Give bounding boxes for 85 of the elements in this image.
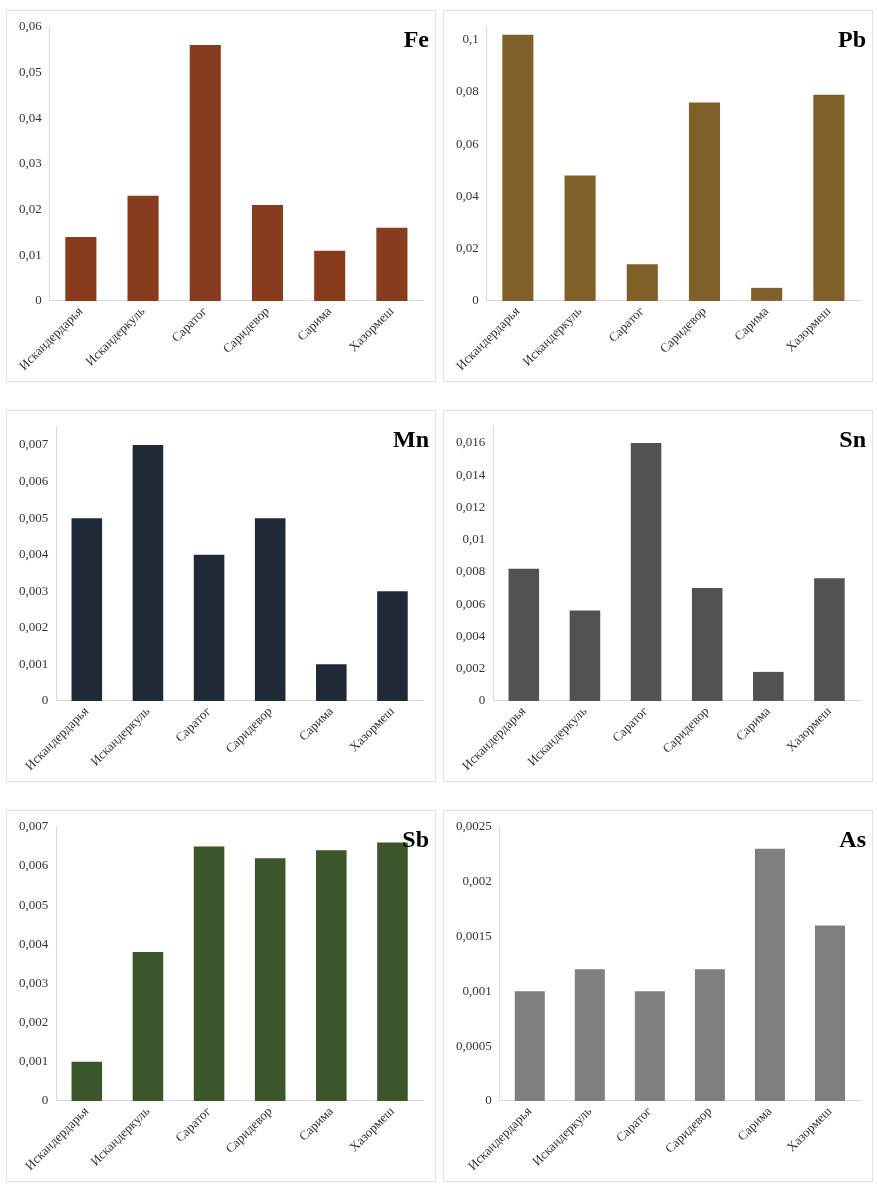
y-tick-label: 0,02 xyxy=(19,200,42,216)
y-tick-label: 0,06 xyxy=(19,18,43,34)
y-tick-label: 0,004 xyxy=(19,546,49,562)
bar xyxy=(813,94,845,301)
y-tick-label: 0,04 xyxy=(456,187,480,203)
bar xyxy=(574,969,605,1101)
bar xyxy=(564,175,596,301)
y-tick-label: 0,0025 xyxy=(456,818,492,834)
y-tick-label: 0,006 xyxy=(19,473,49,489)
y-tick-label: 0,003 xyxy=(19,974,49,990)
bar xyxy=(71,1061,103,1101)
bar xyxy=(316,664,347,701)
bar xyxy=(193,554,225,701)
y-tick-label: 0,002 xyxy=(19,619,49,635)
y-tick-label: 0,008 xyxy=(456,563,486,579)
bar xyxy=(688,102,721,301)
bar xyxy=(814,925,845,1101)
y-tick-label: 0,001 xyxy=(462,982,492,998)
bar xyxy=(814,578,845,701)
bar xyxy=(254,518,286,701)
bar xyxy=(127,195,159,301)
chart-title: Fe xyxy=(403,26,430,52)
y-tick-label: 0,002 xyxy=(456,660,486,676)
y-tick-label: 0,004 xyxy=(456,627,486,643)
y-tick-label: 0,016 xyxy=(456,434,486,450)
bar xyxy=(694,969,725,1101)
bar xyxy=(626,264,658,301)
y-tick-label: 0,014 xyxy=(456,466,486,482)
bar xyxy=(569,610,601,701)
bar xyxy=(691,588,723,701)
bar xyxy=(65,236,97,301)
y-tick-label: 0,1 xyxy=(462,31,479,47)
bar xyxy=(376,227,408,301)
bar xyxy=(193,846,225,1101)
y-tick-label: 0,001 xyxy=(19,655,49,671)
y-tick-label: 0,006 xyxy=(19,857,49,873)
bar xyxy=(754,848,785,1101)
y-tick-label: 0,01 xyxy=(462,531,486,547)
y-tick-label: 0,005 xyxy=(19,509,49,525)
bar xyxy=(314,250,346,301)
chart-title: Mn xyxy=(393,426,429,452)
y-tick-label: 0,002 xyxy=(19,1014,49,1030)
y-tick-label: 0,08 xyxy=(456,83,479,99)
y-tick-label: 0,004 xyxy=(19,935,49,951)
bar xyxy=(751,287,783,301)
y-tick-label: 0 xyxy=(41,692,49,708)
bar xyxy=(502,34,534,301)
chart-title: Sn xyxy=(839,426,866,452)
y-tick-label: 0,005 xyxy=(19,896,49,912)
y-tick-label: 0 xyxy=(485,1092,492,1108)
bar xyxy=(753,671,784,701)
bar xyxy=(630,442,662,701)
y-tick-label: 0,003 xyxy=(19,582,49,598)
y-tick-label: 0 xyxy=(478,692,486,708)
chart-title: Sb xyxy=(402,826,429,852)
y-tick-label: 0,06 xyxy=(456,135,480,151)
bar xyxy=(514,991,545,1101)
bar xyxy=(634,991,665,1101)
y-tick-label: 0 xyxy=(41,1092,49,1108)
bar xyxy=(508,568,540,701)
y-tick-label: 0,0015 xyxy=(456,927,492,943)
bar xyxy=(316,850,347,1101)
y-tick-label: 0,006 xyxy=(456,595,486,611)
y-tick-label: 0,05 xyxy=(19,63,42,79)
y-tick-label: 0,04 xyxy=(19,109,43,125)
y-tick-label: 0,001 xyxy=(19,1053,49,1069)
bar xyxy=(132,445,164,701)
y-tick-label: 0,012 xyxy=(456,498,486,514)
y-tick-label: 0,007 xyxy=(19,818,49,834)
y-tick-label: 0,002 xyxy=(462,873,492,889)
y-tick-label: 0,02 xyxy=(456,240,479,256)
bar xyxy=(132,952,164,1101)
y-tick-label: 0,0005 xyxy=(456,1037,492,1053)
bar xyxy=(71,518,103,701)
y-tick-label: 0,03 xyxy=(19,155,42,171)
bar xyxy=(377,591,408,701)
chart-title: Pb xyxy=(837,26,866,52)
y-tick-label: 0 xyxy=(472,292,479,308)
y-tick-label: 0 xyxy=(35,292,42,308)
y-tick-label: 0,01 xyxy=(19,246,42,262)
bar xyxy=(254,858,286,1101)
y-tick-label: 0,007 xyxy=(19,436,49,452)
chart-title: As xyxy=(839,826,866,852)
bar xyxy=(251,204,284,301)
bar xyxy=(189,45,221,301)
